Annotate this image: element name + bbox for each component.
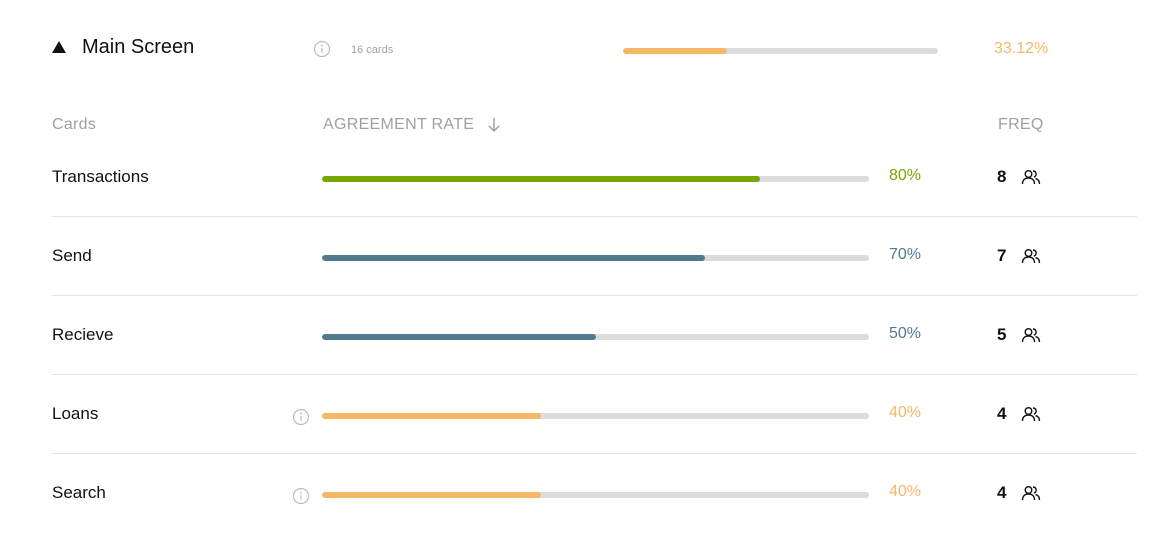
agreement-rate-fill [322,255,705,261]
agreement-rate-fill [322,176,760,182]
users-icon [1021,405,1041,423]
agreement-rate-bar [322,492,869,498]
users-icon [1021,484,1041,502]
collapse-toggle[interactable] [52,38,68,58]
card-name: Search [52,483,106,502]
agreement-rate-bar [322,176,869,182]
overall-progress-bar [623,48,938,54]
info-icon[interactable] [292,408,310,426]
agreement-rate-bar [322,334,869,340]
agreement-rate-percent: 70% [889,246,922,263]
freq-count: 4 [997,483,1007,502]
column-header-agreement-rate[interactable]: AGREEMENT RATE [323,116,475,133]
agreement-rate-bar [322,255,869,261]
agreement-rate-fill [322,413,541,419]
table-row[interactable]: Transactions 80% 8 [52,137,1137,217]
card-name: Transactions [52,167,149,186]
freq-count: 5 [997,325,1007,344]
agreement-rate-fill [322,492,541,498]
table-row[interactable]: Loans 40% 4 [52,374,1137,454]
caret-up-icon [52,41,66,53]
users-icon [1021,326,1041,344]
agreement-rate-percent: 40% [889,404,922,421]
agreement-rate-percent: 40% [889,483,922,500]
column-header-freq: FREQ [998,116,1044,133]
card-name: Send [52,246,92,265]
agreement-rate-percent: 50% [889,325,922,342]
column-header-cards: Cards [52,116,97,133]
table-row[interactable]: Send 70% 7 [52,216,1137,296]
agreement-rate-fill [322,334,596,340]
info-icon[interactable] [313,40,331,58]
table-row[interactable]: Search 40% 4 [52,453,1137,532]
freq-count: 4 [997,404,1007,423]
card-count: 16 cards [351,44,394,56]
freq-count: 8 [997,167,1007,186]
info-icon[interactable] [292,487,310,505]
overall-percent: 33.12% [994,40,1049,57]
section-title: Main Screen [82,36,195,58]
overall-progress-fill [623,48,728,54]
arrow-down-icon[interactable] [486,116,502,134]
card-name: Recieve [52,325,114,344]
agreement-rate-percent: 80% [889,167,922,184]
users-icon [1021,247,1041,265]
table-row[interactable]: Recieve 50% 5 [52,295,1137,375]
agreement-rate-bar [322,413,869,419]
freq-count: 7 [997,246,1007,265]
users-icon [1021,168,1041,186]
card-name: Loans [52,404,99,423]
